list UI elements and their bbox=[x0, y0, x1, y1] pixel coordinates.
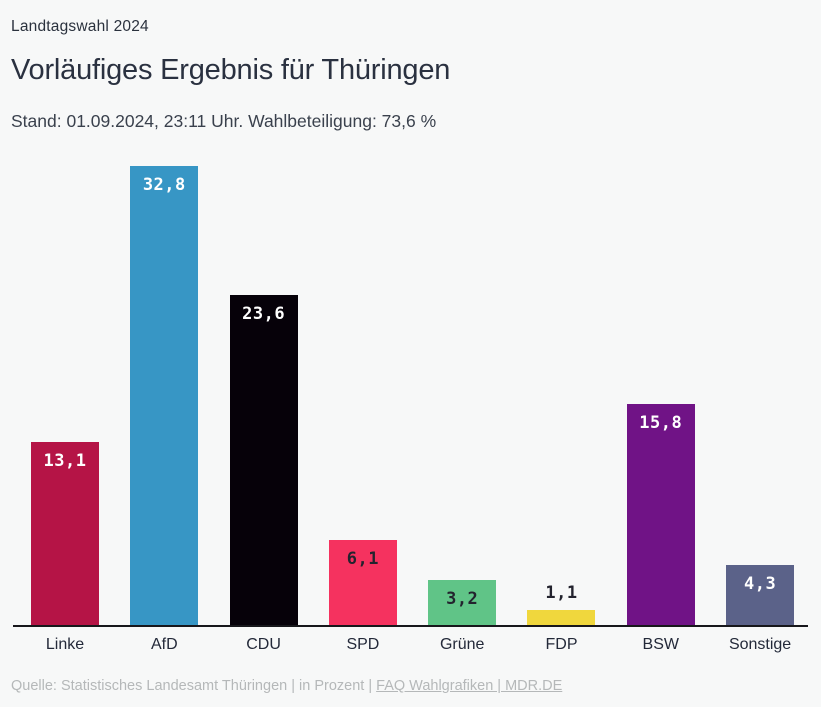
bar-grüne: 3,2 bbox=[428, 580, 497, 625]
source-footer: Quelle: Statistisches Landesamt Thüringe… bbox=[11, 678, 562, 694]
chart-header: Landtagswahl 2024 Vorläufiges Ergebnis f… bbox=[11, 18, 801, 132]
category-label-fdp: FDP bbox=[545, 636, 578, 653]
page-title: Vorläufiges Ergebnis für Thüringen bbox=[11, 54, 451, 86]
bar-fdp: 1,1 bbox=[527, 583, 596, 625]
bar-area: 13,1 32,8 23,6 6,1 3,2 1,1 15,8 4,3 bbox=[13, 166, 808, 627]
bar-value-label: 4,3 bbox=[743, 574, 777, 594]
bar-chart: 13,1 32,8 23,6 6,1 3,2 1,1 15,8 4,3 Linke AfD CDU… bbox=[13, 166, 808, 654]
bar-linke: 13,1 bbox=[31, 442, 99, 625]
category-label-sonstige: Sonstige bbox=[728, 636, 792, 653]
category-label-grüne: Grüne bbox=[439, 636, 485, 653]
source-text: Quelle: Statistisches Landesamt Thüringe… bbox=[11, 678, 377, 694]
category-label-cdu: CDU bbox=[246, 636, 281, 653]
bar-value-label: 1,1 bbox=[545, 583, 578, 603]
faq-link[interactable]: FAQ Wahlgrafiken | MDR.DE bbox=[376, 678, 563, 694]
bar-value-label: 6,1 bbox=[346, 549, 379, 569]
bar-spd: 6,1 bbox=[328, 540, 397, 625]
kicker: Landtagswahl 2024 bbox=[11, 18, 149, 35]
category-label-linke: Linke bbox=[45, 636, 85, 653]
bar-value-label: 13,1 bbox=[43, 451, 87, 471]
bar-value-label: 32,8 bbox=[142, 175, 186, 195]
category-label-spd: SPD bbox=[346, 636, 380, 653]
category-axis: Linke AfD CDU SPD Grüne FDP BSW Sonstige bbox=[13, 636, 808, 654]
bar-bsw: 15,8 bbox=[626, 404, 695, 625]
bar-value-label: 15,8 bbox=[639, 413, 683, 433]
bar-value-label: 23,6 bbox=[242, 304, 286, 324]
bar-value-label: 3,2 bbox=[446, 589, 479, 609]
category-label-bsw: BSW bbox=[642, 636, 679, 653]
bar-cdu: 23,6 bbox=[229, 295, 298, 625]
bar-sonstige: 4,3 bbox=[726, 565, 795, 625]
bar-afd: 32,8 bbox=[130, 166, 199, 625]
status-line: Stand: 01.09.2024, 23:11 Uhr. Wahlbeteil… bbox=[11, 111, 437, 131]
category-label-afd: AfD bbox=[150, 636, 178, 653]
